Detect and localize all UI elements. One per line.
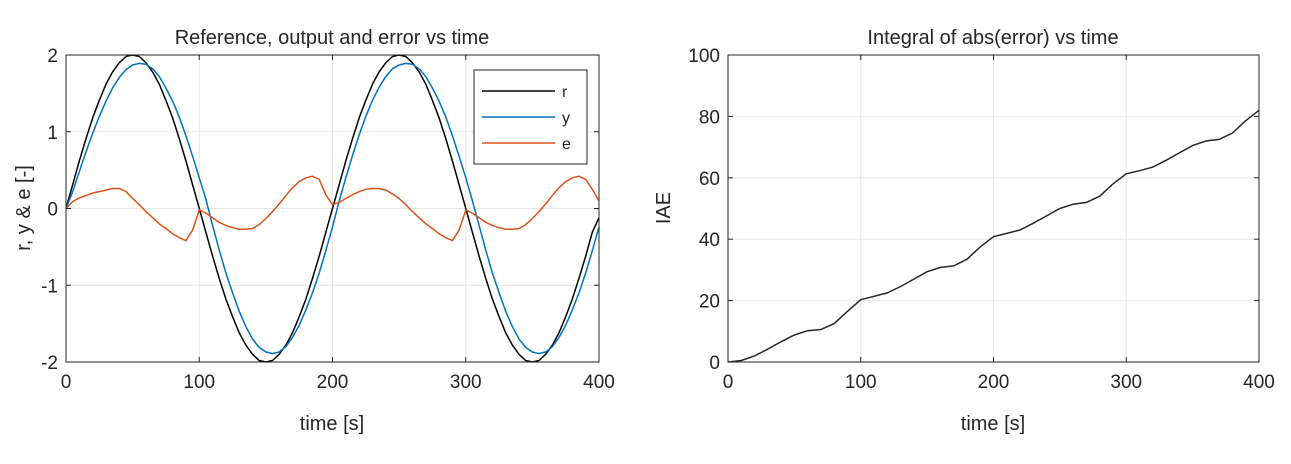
series-line-y bbox=[65, 62, 600, 355]
chart-title: Reference, output and error vs time bbox=[175, 27, 490, 49]
series-line-r bbox=[65, 54, 600, 363]
x-axis-label: time [s] bbox=[300, 413, 364, 435]
series-line-e bbox=[65, 175, 600, 242]
legend-label-r: r bbox=[562, 84, 568, 101]
y-tick-label: 20 bbox=[699, 292, 720, 313]
y-tick-label: 0 bbox=[709, 353, 720, 374]
x-tick-label: 200 bbox=[978, 372, 1010, 393]
y-tick-label: 1 bbox=[47, 123, 58, 144]
series-line-iae bbox=[727, 109, 1260, 363]
y-tick-label: -2 bbox=[41, 353, 58, 374]
legend-label-e: e bbox=[562, 136, 571, 153]
x-tick-label: 100 bbox=[845, 372, 877, 393]
x-tick-label: 100 bbox=[183, 372, 215, 393]
x-tick-label: 400 bbox=[1243, 372, 1275, 393]
y-tick-label: 60 bbox=[699, 169, 720, 190]
x-tick-label: 300 bbox=[450, 372, 482, 393]
y-axis-label: r, y & e [-] bbox=[13, 165, 35, 251]
y-tick-label: -1 bbox=[41, 276, 58, 297]
y-tick-label: 2 bbox=[47, 46, 58, 67]
x-tick-label: 0 bbox=[723, 372, 734, 393]
chart-reference-output-error: 0 100 200 300 400 -2 -1 0 1 2 Reference, output a… bbox=[13, 27, 615, 435]
x-axis-label: time [s] bbox=[961, 413, 1025, 435]
legend: rye bbox=[473, 69, 588, 165]
x-tick-label: 0 bbox=[61, 372, 72, 393]
y-tick-label: 0 bbox=[47, 200, 58, 221]
y-tick-label: 40 bbox=[699, 230, 720, 251]
chart-title: Integral of abs(error) vs time bbox=[867, 27, 1118, 49]
chart-iae: 0 100 200 300 400 0 20 40 60 80 100 Integral of ab… bbox=[653, 27, 1275, 435]
x-tick-label: 200 bbox=[317, 372, 349, 393]
y-tick-label: 80 bbox=[699, 107, 720, 128]
x-tick-label: 300 bbox=[1110, 372, 1142, 393]
legend-label-y: y bbox=[562, 110, 570, 127]
x-tick-label: 400 bbox=[583, 372, 615, 393]
y-axis-label: IAE bbox=[653, 192, 675, 224]
y-tick-label: 100 bbox=[688, 46, 720, 67]
